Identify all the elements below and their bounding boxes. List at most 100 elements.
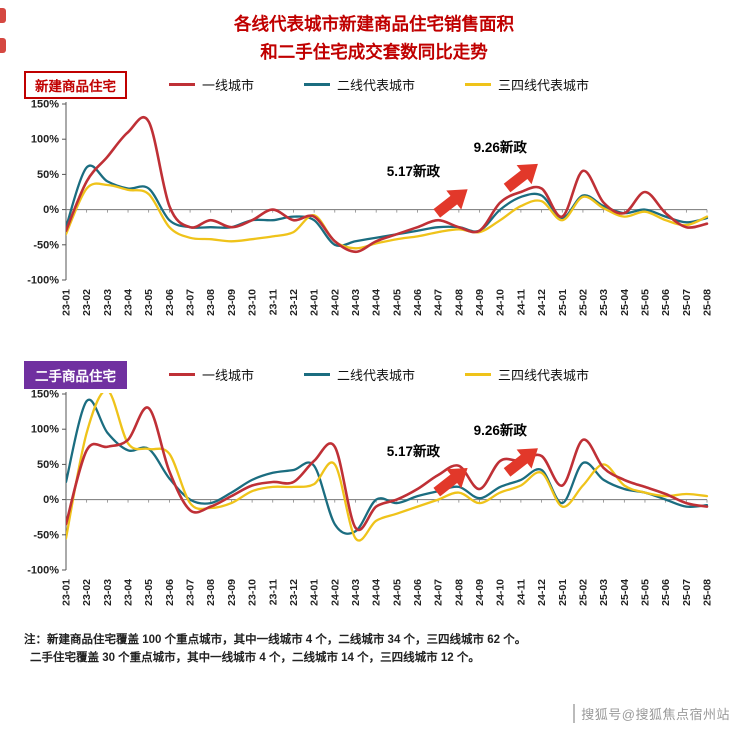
resale-home-section: 二手商品住宅 一线城市 二线代表城市 三四线代表城市 150% 100% 50% 0%…: [24, 360, 740, 624]
svg-text:25-02: 25-02: [577, 579, 589, 606]
svg-text:23-12: 23-12: [288, 289, 300, 316]
new-home-legend: 一线城市 二线代表城市 三四线代表城市: [169, 75, 589, 94]
tier34-line-swatch-icon: [465, 373, 492, 377]
svg-text:23-11: 23-11: [267, 579, 279, 605]
left-edge-glyph: [0, 8, 6, 23]
svg-text:25-01: 25-01: [557, 579, 569, 606]
legend-item-tier2: 二线代表城市: [304, 75, 415, 94]
svg-text:23-03: 23-03: [102, 289, 114, 316]
svg-text:23-10: 23-10: [247, 579, 259, 606]
svg-text:23-08: 23-08: [205, 289, 217, 316]
sohu-watermark: 搜狐号@搜狐焦点宿州站: [573, 704, 730, 723]
svg-text:150%: 150%: [31, 98, 59, 110]
legend-item-tier2: 二线代表城市: [304, 365, 415, 384]
svg-text:50%: 50%: [37, 459, 59, 471]
svg-text:23-05: 23-05: [143, 579, 155, 606]
svg-text:23-02: 23-02: [81, 289, 93, 316]
svg-text:24-12: 24-12: [536, 289, 548, 316]
svg-text:23-05: 23-05: [143, 289, 155, 316]
svg-text:24-09: 24-09: [474, 579, 486, 606]
svg-text:24-07: 24-07: [433, 579, 445, 606]
legend-label-tier34: 三四线代表城市: [498, 78, 590, 94]
svg-text:-100%: -100%: [27, 564, 59, 576]
svg-text:23-08: 23-08: [205, 579, 217, 606]
svg-text:24-03: 24-03: [350, 289, 362, 316]
svg-text:-100%: -100%: [27, 274, 59, 286]
tier1-line-swatch-icon: [169, 373, 195, 377]
svg-text:24-08: 24-08: [453, 579, 465, 606]
new-home-section: 新建商品住宅 一线城市 二线代表城市 三四线代表城市 150% 100% 50% 0%…: [24, 70, 740, 334]
legend-item-tier1: 一线城市: [169, 75, 254, 94]
tier34-line-swatch-icon: [465, 83, 492, 87]
svg-text:9.26新政: 9.26新政: [474, 422, 528, 438]
svg-text:23-10: 23-10: [247, 289, 259, 316]
svg-text:25-03: 25-03: [598, 579, 610, 606]
page-title-line1: 各线代表城市新建商品住宅销售面积: [234, 14, 514, 34]
svg-text:24-07: 24-07: [433, 289, 445, 316]
legend-label-tier34: 三四线代表城市: [498, 368, 590, 384]
svg-text:25-02: 25-02: [577, 289, 589, 316]
svg-text:24-11: 24-11: [515, 579, 527, 605]
svg-text:24-02: 24-02: [329, 579, 341, 606]
legend-label-tier1: 一线城市: [202, 368, 255, 384]
svg-text:-50%: -50%: [33, 239, 59, 251]
svg-text:25-06: 25-06: [660, 289, 672, 316]
svg-text:5.17新政: 5.17新政: [387, 162, 441, 178]
legend-item-tier1: 一线城市: [169, 365, 254, 384]
svg-text:9.26新政: 9.26新政: [474, 139, 528, 155]
svg-text:25-04: 25-04: [619, 579, 631, 606]
svg-text:23-06: 23-06: [164, 289, 176, 316]
page-title-line2: 和二手住宅成交套数同比走势: [260, 42, 488, 63]
svg-text:23-07: 23-07: [185, 579, 197, 606]
legend-item-tier34: 三四线代表城市: [465, 365, 589, 384]
svg-text:25-01: 25-01: [557, 289, 569, 316]
svg-text:24-12: 24-12: [536, 579, 548, 606]
svg-text:25-04: 25-04: [619, 289, 631, 316]
svg-text:23-01: 23-01: [61, 579, 73, 606]
tier2-line-swatch-icon: [304, 83, 331, 87]
svg-text:100%: 100%: [31, 423, 59, 435]
svg-text:100%: 100%: [31, 133, 59, 145]
footnote-line2: 二手住宅覆盖 30 个重点城市，其中一线城市 4 个，二线城市 14 个，三四线…: [30, 651, 480, 664]
svg-text:23-09: 23-09: [226, 579, 238, 606]
svg-text:23-11: 23-11: [267, 289, 279, 315]
svg-text:25-08: 25-08: [702, 289, 714, 316]
svg-text:24-10: 24-10: [495, 579, 507, 606]
svg-text:24-10: 24-10: [495, 289, 507, 316]
svg-text:24-04: 24-04: [371, 289, 383, 316]
svg-text:23-09: 23-09: [226, 289, 238, 316]
left-edge-glyph: [0, 38, 6, 53]
svg-text:24-01: 24-01: [309, 579, 321, 606]
svg-text:24-11: 24-11: [515, 289, 527, 315]
svg-text:23-03: 23-03: [102, 579, 114, 606]
svg-text:24-08: 24-08: [453, 289, 465, 316]
footnotes: 注：新建商品住宅覆盖 100 个重点城市，其中一线城市 4 个，二线城市 34 …: [24, 632, 740, 668]
svg-text:0%: 0%: [43, 204, 59, 216]
svg-text:25-08: 25-08: [702, 579, 714, 606]
new-home-line-chart: 150% 100% 50% 0% -50% -100%23-01 23-02 23-03 23-…: [27, 98, 714, 316]
footnote-line1: 注：新建商品住宅覆盖 100 个重点城市，其中一线城市 4 个，二线城市 34 …: [24, 633, 527, 646]
new-home-chart-header: 新建商品住宅 一线城市 二线代表城市 三四线代表城市: [24, 70, 740, 99]
legend-label-tier2: 二线代表城市: [337, 78, 416, 94]
svg-text:23-07: 23-07: [185, 289, 197, 316]
svg-text:25-05: 25-05: [639, 289, 651, 316]
svg-text:24-04: 24-04: [371, 579, 383, 606]
resale-home-badge: 二手商品住宅: [24, 360, 127, 389]
tier2-line-swatch-icon: [304, 373, 331, 377]
svg-text:25-07: 25-07: [681, 289, 693, 316]
svg-text:24-06: 24-06: [412, 579, 424, 606]
svg-text:0%: 0%: [43, 494, 59, 506]
svg-text:50%: 50%: [37, 169, 59, 181]
svg-text:24-02: 24-02: [329, 289, 341, 316]
resale-home-chart-header: 二手商品住宅 一线城市 二线代表城市 三四线代表城市: [24, 360, 740, 389]
svg-text:5.17新政: 5.17新政: [387, 443, 441, 459]
svg-text:23-12: 23-12: [288, 579, 300, 606]
svg-text:24-03: 24-03: [350, 579, 362, 606]
page-title: 各线代表城市新建商品住宅销售面积 和二手住宅成交套数同比走势: [24, 10, 724, 67]
legend-item-tier34: 三四线代表城市: [465, 75, 589, 94]
svg-text:23-04: 23-04: [123, 289, 135, 316]
svg-text:25-07: 25-07: [681, 579, 693, 606]
svg-text:25-06: 25-06: [660, 579, 672, 606]
resale-home-legend: 一线城市 二线代表城市 三四线代表城市: [169, 365, 589, 384]
